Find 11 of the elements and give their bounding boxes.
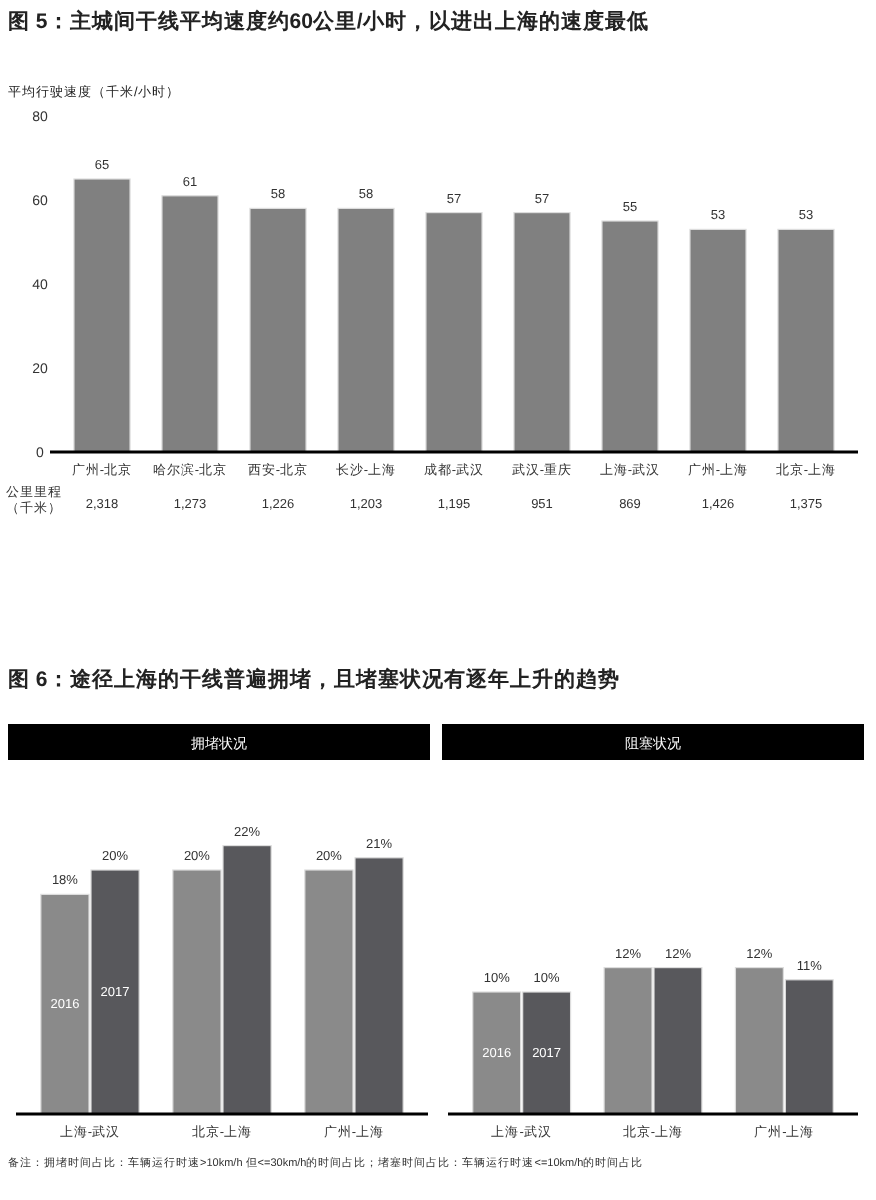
bar [161,195,219,453]
chart-title: 图 5：主城间干线平均速度约60公里/小时，以进出上海的速度最低 [8,8,649,34]
bar [601,220,659,453]
chart-title: 图 6：途径上海的干线普遍拥堵，且堵塞状况有逐年上升的趋势 [8,666,620,692]
bar [689,228,747,453]
bar [777,228,835,453]
bar [425,212,483,453]
bar [337,207,395,453]
bar [513,212,571,453]
bar [73,178,131,453]
bar [249,207,307,453]
